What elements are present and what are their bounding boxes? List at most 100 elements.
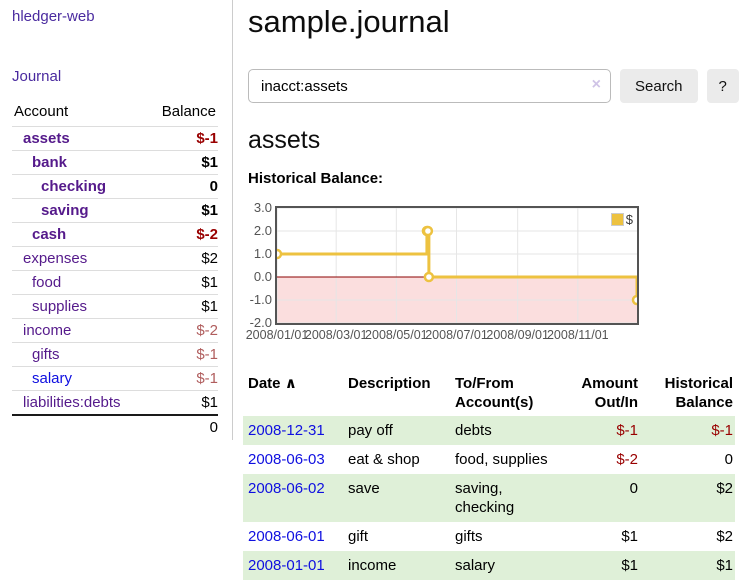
account-name-cell: assets: [12, 126, 147, 151]
help-button[interactable]: ?: [706, 69, 739, 103]
register-header-date[interactable]: Date ∧: [248, 375, 297, 392]
account-link-checking[interactable]: checking: [41, 178, 107, 195]
register-header-balance: Historical Balance: [664, 375, 733, 411]
chart-y-tick-label: 0.0: [253, 269, 272, 284]
app-brand-link[interactable]: hledger-web: [12, 8, 95, 25]
account-link-cash[interactable]: cash: [32, 226, 67, 243]
register-description-cell: gift: [348, 528, 369, 545]
register-balance-cell: 0: [724, 451, 733, 468]
chart-y-tick-label: 1.0: [253, 246, 272, 261]
search-bar: × Search ?: [248, 69, 742, 103]
chart-y-tick-label: 3.0: [253, 200, 272, 215]
register-row: 2008-01-01 income salary $1 $1: [243, 551, 735, 580]
account-link-saving[interactable]: saving: [41, 202, 89, 219]
account-name-cell: gifts: [12, 342, 147, 367]
accounts-body: assets $-1 bank $1 checking 0 saving $1 cash $-2 e…: [12, 126, 218, 416]
account-name-cell: checking: [12, 174, 147, 199]
account-link-supplies[interactable]: supplies: [32, 298, 88, 315]
transaction-date-link[interactable]: 2008-01-01: [248, 557, 325, 574]
transaction-date-link[interactable]: 2008-06-01: [248, 528, 325, 545]
account-name-cell: food: [12, 270, 147, 295]
accounts-header-account: Account: [12, 99, 147, 127]
account-link-income[interactable]: income: [23, 322, 72, 339]
transaction-date-link[interactable]: 2008-06-03: [248, 451, 325, 468]
sidebar-account-row: income $-2: [12, 318, 218, 343]
account-name-cell: cash: [12, 222, 147, 247]
search-button[interactable]: Search: [620, 69, 698, 103]
chart-x-tick-label: 2008/01/01: [245, 328, 309, 342]
register-amount-cell: 0: [629, 480, 638, 497]
register-date-cell: 2008-06-03: [243, 445, 343, 474]
account-link-food[interactable]: food: [32, 274, 62, 291]
sidebar-account-row: assets $-1: [12, 126, 218, 151]
sort-asc-caret-icon: ∧: [284, 375, 297, 392]
sidebar-account-row: liabilities:debts $1: [12, 390, 218, 416]
account-link-liabilities-debts[interactable]: liabilities:debts: [23, 394, 121, 411]
account-name-cell: expenses: [12, 246, 147, 271]
register-row: 2008-06-01 gift gifts $1 $2: [243, 522, 735, 551]
sidebar-account-row: cash $-2: [12, 222, 218, 247]
accounts-total-balance: 0: [146, 414, 218, 439]
account-link-gifts[interactable]: gifts: [32, 346, 60, 363]
register-date-cell: 2008-12-31: [243, 416, 343, 445]
accounts-header-row: Account Balance: [12, 99, 218, 127]
sidebar-account-row: checking 0: [12, 174, 218, 199]
clear-search-icon[interactable]: ×: [591, 76, 601, 93]
account-name-cell: salary: [12, 366, 147, 391]
account-balance: $-1: [146, 342, 218, 367]
transaction-date-link[interactable]: 2008-12-31: [248, 422, 325, 439]
account-title: assets: [248, 126, 321, 154]
account-name-cell: supplies: [12, 294, 147, 319]
register-body: 2008-12-31 pay off debts $-1 $-1 2008-06-03 ea…: [243, 416, 735, 580]
account-balance: 0: [146, 174, 218, 199]
account-balance: $2: [146, 246, 218, 271]
sidebar-account-row: expenses $2: [12, 246, 218, 271]
register-balance-cell: $2: [716, 528, 733, 545]
chart-y-tick-label: -2.0: [249, 315, 272, 330]
account-link-bank[interactable]: bank: [32, 154, 68, 171]
account-link-assets[interactable]: assets: [23, 130, 70, 147]
transaction-date-link[interactable]: 2008-06-02: [248, 480, 325, 497]
accounts-table: Account Balance assets $-1 bank $1 checking 0…: [12, 99, 218, 439]
register-amount-cell: $1: [621, 528, 638, 545]
legend-swatch-icon: [610, 213, 624, 226]
chart-label: Historical Balance:: [248, 170, 384, 187]
search-input[interactable]: [248, 69, 611, 103]
register-description-cell: eat & shop: [348, 451, 420, 468]
account-link-expenses[interactable]: expenses: [23, 250, 88, 267]
search-box: ×: [248, 69, 611, 103]
chart-x-tick-label: 2008/11/01: [546, 328, 609, 342]
account-name-cell: income: [12, 318, 147, 343]
register-header-accounts: To/From Account(s): [455, 375, 534, 411]
chart-legend: $: [610, 212, 633, 227]
chart-x-tick-label: 2008/05/01: [365, 328, 428, 342]
chart-y-tick-label: 2.0: [253, 223, 272, 238]
account-balance: $1: [146, 270, 218, 295]
accounts-header-balance: Balance: [146, 99, 218, 127]
chart-x-axis-labels: 2008/01/01 2008/03/01 2008/05/01 2008/07/01…: [246, 328, 666, 344]
register-row: 2008-06-03 eat & shop food, supplies $-2 0: [243, 445, 735, 474]
account-balance: $-1: [146, 366, 218, 391]
register-header-description: Description: [348, 375, 431, 392]
account-name-cell: bank: [12, 150, 147, 175]
register-date-cell: 2008-06-02: [243, 474, 343, 522]
register-row: 2008-06-02 save saving, checking 0 $2: [243, 474, 735, 522]
register-header-row: Date ∧ Description To/From Account(s) Am…: [243, 370, 735, 416]
historical-balance-chart: $ 2008/01/01 2008/03/01 2008/05/01 2008/07/…: [246, 200, 666, 344]
accounts-total-row: 0: [12, 414, 218, 439]
account-name-cell: liabilities:debts: [12, 390, 147, 416]
register-accounts-cell: saving, checking: [455, 480, 515, 516]
register-accounts-cell: salary: [455, 557, 496, 574]
sidebar-account-row: saving $1: [12, 198, 218, 223]
register-table: Date ∧ Description To/From Account(s) Am…: [243, 370, 735, 580]
sidebar-account-row: food $1: [12, 270, 218, 295]
register-date-cell: 2008-06-01: [243, 522, 343, 551]
account-link-salary[interactable]: salary: [32, 370, 73, 387]
account-balance: $-1: [146, 126, 218, 151]
account-balance: $1: [146, 294, 218, 319]
register-balance-cell: $1: [716, 557, 733, 574]
nav-journal-link[interactable]: Journal: [12, 68, 62, 85]
account-balance: $-2: [146, 222, 218, 247]
chart-plot-area[interactable]: $: [275, 206, 639, 325]
register-amount-cell: $-1: [616, 422, 638, 439]
